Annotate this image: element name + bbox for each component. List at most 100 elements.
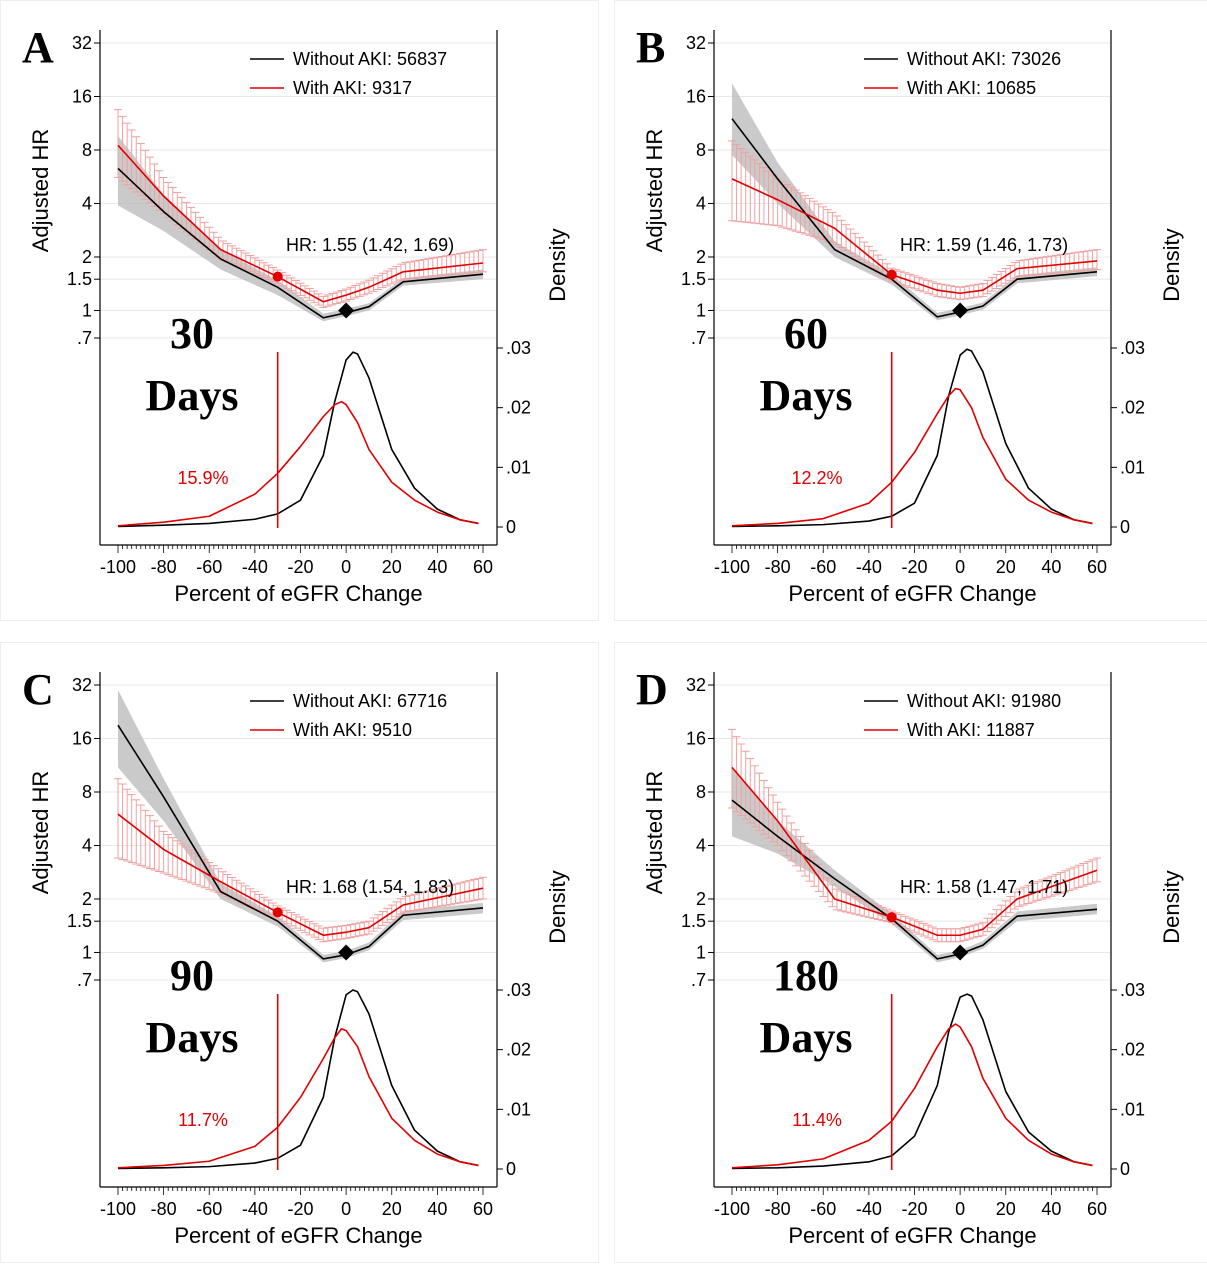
hr-tick-label: .7 xyxy=(77,328,92,348)
x-tick-label: -20 xyxy=(287,557,313,577)
hr-point xyxy=(272,907,283,918)
hr-tick-label: 4 xyxy=(82,835,92,855)
panel-frame xyxy=(0,0,599,621)
x-tick-label: 20 xyxy=(996,1199,1016,1219)
x-tick-label: 60 xyxy=(473,1199,493,1219)
density-tick-label: 0 xyxy=(1120,517,1130,537)
legend-label-without-aki: Without AKI: 73026 xyxy=(907,49,1061,69)
x-tick-label: -60 xyxy=(196,557,222,577)
x-tick-label: -80 xyxy=(151,1199,177,1219)
days-word-label: Days xyxy=(760,1013,853,1062)
hr-tick-label: 1.5 xyxy=(681,911,706,931)
x-tick-label: -80 xyxy=(765,1199,791,1219)
x-tick-label: -100 xyxy=(714,1199,750,1219)
hr-annotation: HR: 1.59 (1.46, 1.73) xyxy=(900,235,1068,255)
hr-line-without-aki xyxy=(731,799,1098,960)
hr-line-without-aki xyxy=(117,167,484,319)
x-tick-label: -60 xyxy=(196,1199,222,1219)
hr-tick-label: 16 xyxy=(686,728,706,748)
hr-line-with-aki xyxy=(117,813,484,937)
hr-line-without-aki xyxy=(731,118,1098,318)
days-word-label: Days xyxy=(146,371,239,420)
hr-point xyxy=(886,269,897,280)
density-tick-label: 0 xyxy=(506,1159,516,1179)
x-tick-label: 40 xyxy=(1041,1199,1061,1219)
left-axis-title: Adjusted HR xyxy=(642,771,667,895)
percent-label: 11.4% xyxy=(792,1110,842,1130)
panel-frame xyxy=(0,642,599,1263)
density-line-with-aki xyxy=(731,387,1093,527)
legend: Without AKI: 67716 With AKI: 9510 xyxy=(250,691,447,740)
hr-annotation: HR: 1.55 (1.42, 1.69) xyxy=(286,235,454,255)
hr-line-with-aki xyxy=(731,766,1098,937)
right-axis-title: Density xyxy=(545,228,570,301)
density-tick-label: .01 xyxy=(506,457,531,477)
density-tick-label: .01 xyxy=(1120,457,1145,477)
hr-tick-label: 16 xyxy=(72,728,92,748)
hr-tick-label: 1 xyxy=(696,942,706,962)
hr-line-with-aki xyxy=(117,144,484,303)
hr-tick-label: 8 xyxy=(82,782,92,802)
panel-frame xyxy=(614,642,1207,1263)
x-tick-label: 40 xyxy=(427,1199,447,1219)
hr-ci-band-without-aki xyxy=(732,767,1097,963)
x-tick-label: -80 xyxy=(765,557,791,577)
left-axis-title: Adjusted HR xyxy=(642,129,667,253)
x-axis-title: Percent of eGFR Change xyxy=(174,581,422,606)
hr-tick-label: 8 xyxy=(696,782,706,802)
days-number-label: 30 xyxy=(170,309,214,358)
hr-tick-label: 1.5 xyxy=(67,269,92,289)
right-axis-title: Density xyxy=(545,870,570,943)
hr-tick-label: .7 xyxy=(77,970,92,990)
hr-line-without-aki xyxy=(117,724,484,960)
x-tick-label: -20 xyxy=(287,1199,313,1219)
left-axis-title: Adjusted HR xyxy=(28,771,53,895)
legend-label-without-aki: Without AKI: 67716 xyxy=(293,691,447,711)
chart-svg: .7 1 1.52 4 8 16 32 0 .01 .02 .03 -100 -80 -60 -40 -20 0… xyxy=(0,642,599,1263)
x-tick-label: -40 xyxy=(242,1199,268,1219)
density-line-without-aki xyxy=(731,348,1093,528)
hr-tick-label: 1 xyxy=(82,942,92,962)
hr-tick-label: 16 xyxy=(686,86,706,106)
days-number-label: 90 xyxy=(170,951,214,1000)
hr-tick-label: 1 xyxy=(82,300,92,320)
reference-diamond xyxy=(338,302,355,319)
legend: Without AKI: 56837 With AKI: 9317 xyxy=(250,49,447,98)
hr-line-with-aki xyxy=(731,178,1098,295)
hr-point xyxy=(272,271,283,282)
panel-a: .7 1 1.5 2 4 8 16 32 0 .01 .02 .03 -100 -80 -60 -40 -20 0… xyxy=(0,0,600,630)
x-tick-label: -40 xyxy=(856,1199,882,1219)
density-tick-label: .03 xyxy=(506,980,531,1000)
hr-tick-label: 2 xyxy=(696,247,706,267)
density-tick-label: 0 xyxy=(1120,1159,1130,1179)
density-line-with-aki xyxy=(731,1023,1093,1169)
hr-tick-label: .7 xyxy=(691,970,706,990)
x-tick-label: -100 xyxy=(100,1199,136,1219)
density-line-without-aki xyxy=(731,993,1093,1170)
x-tick-label: -40 xyxy=(242,557,268,577)
density-tick-label: .02 xyxy=(506,398,531,418)
x-tick-label: -20 xyxy=(901,557,927,577)
x-tick-label: 20 xyxy=(382,557,402,577)
hr-tick-label: 1.5 xyxy=(681,269,706,289)
panel-d: .7 1 1.5 2 4 8 16 32 0 .01 .02 .03 -100 -80 -60 -40 -20 0… xyxy=(614,642,1207,1272)
hr-tick-label: 4 xyxy=(696,193,706,213)
x-tick-label: 0 xyxy=(341,557,351,577)
hr-tick-label: 1.5 xyxy=(67,911,92,931)
legend-label-without-aki: Without AKI: 56837 xyxy=(293,49,447,69)
legend-label-with-aki: With AKI: 9510 xyxy=(293,720,412,740)
density-line-without-aki xyxy=(117,351,479,528)
reference-diamond xyxy=(338,944,355,961)
x-tick-label: -60 xyxy=(810,557,836,577)
hr-tick-label: 32 xyxy=(686,675,706,695)
days-word-label: Days xyxy=(146,1013,239,1062)
legend-label-without-aki: Without AKI: 91980 xyxy=(907,691,1061,711)
hr-tick-label: .7 xyxy=(691,328,706,348)
left-axis-title: Adjusted HR xyxy=(28,129,53,253)
legend-label-with-aki: With AKI: 10685 xyxy=(907,78,1036,98)
days-word-label: Days xyxy=(760,371,853,420)
hr-tick-label: 2 xyxy=(696,889,706,909)
panel-letter: C xyxy=(22,665,54,714)
chart-svg: .7 1 1.52 4 8 16 32 0 .01 .02 .03 -100 -80 -60 -40 -20 0… xyxy=(614,642,1207,1263)
